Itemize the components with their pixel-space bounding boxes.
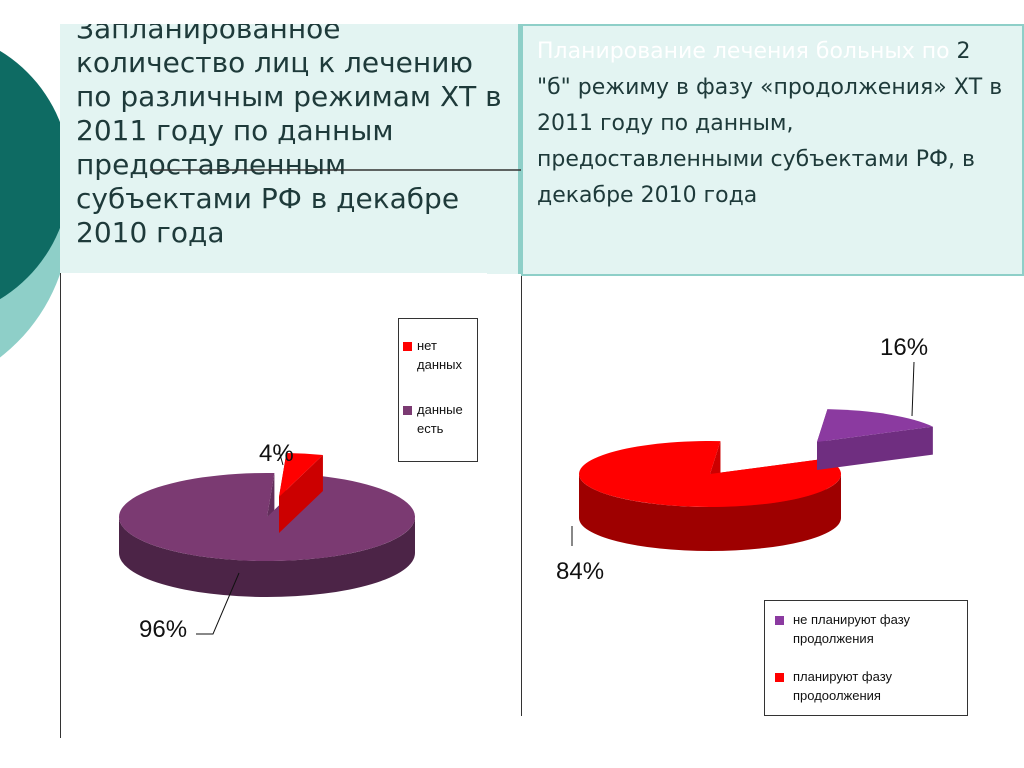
legend-label: нет <box>417 338 437 353</box>
pie-slice-not-planning-wall <box>817 426 933 470</box>
pie-slice-not-planning-top <box>817 409 933 442</box>
data-label-84pct: 84% <box>556 558 604 585</box>
legend-label: планируют фазу <box>793 669 893 684</box>
right-pie-chart: 16% 84% <box>556 334 933 585</box>
legend-swatch-purple <box>403 406 412 415</box>
leader-line-small <box>911 361 915 417</box>
left-chart-area: 4% 96% нет данных данные есть <box>60 273 487 738</box>
data-label-4pct: 4% <box>259 440 294 467</box>
right-title-main-part: 2 "б" режиму в фазу «продолжения» ХТ в 2… <box>537 39 1003 208</box>
legend-swatch-red <box>775 673 784 682</box>
legend-item-planning: планируют фазу продоолжения <box>765 667 967 705</box>
left-chart-legend: нет данных данные есть <box>398 318 478 462</box>
pie-slice-no-data-top <box>279 453 323 497</box>
pie-slice-planning-side <box>579 474 841 551</box>
data-label-16pct: 16% <box>880 334 928 361</box>
pie-slice-data-present-top <box>118 473 415 561</box>
pie-slice-no-data <box>279 453 323 533</box>
decorative-circles <box>0 50 70 358</box>
right-title-panel: Планирование лечения больных по 2 "б" ре… <box>521 24 1024 276</box>
legend-label: продоолжения <box>793 688 881 703</box>
leader-line-large <box>196 572 240 635</box>
left-chart-title: Запланированное количество лиц к лечению… <box>76 24 502 249</box>
legend-label: есть <box>417 421 444 436</box>
legend-swatch-red <box>403 342 412 351</box>
legend-label: продолжения <box>793 631 874 646</box>
legend-label: не планируют фазу <box>793 612 911 627</box>
legend-item-data-present: данные есть <box>399 400 477 438</box>
legend-label: данные <box>417 402 463 417</box>
left-title-panel: Запланированное количество лиц к лечению… <box>60 24 521 274</box>
right-title-faded-part: Планирование лечения больных по <box>537 39 957 64</box>
pie-slice-data-present <box>118 473 415 597</box>
legend-item-no-data: нет данных <box>399 336 477 374</box>
pie-slice-data-present-side <box>119 517 415 597</box>
legend-swatch-purple <box>775 616 784 625</box>
right-chart-area: 16% 84% не планируют фазу продолжения пла… <box>521 276 975 716</box>
legend-item-not-planning: не планируют фазу продолжения <box>765 610 967 648</box>
right-chart-legend: не планируют фазу продолжения планируют … <box>764 600 968 716</box>
legend-label: данных <box>417 357 463 372</box>
pie-slice-not-planning <box>817 409 933 470</box>
data-label-96pct: 96% <box>139 616 187 643</box>
pie-slice-planning-top <box>579 441 841 507</box>
right-chart-title: Планирование лечения больных по 2 "б" ре… <box>537 34 1007 214</box>
pie-slice-no-data-wall <box>279 454 323 533</box>
left-pie-chart: 4% 96% <box>118 440 415 643</box>
leader-line-small <box>278 450 284 466</box>
pie-slice-planning <box>579 441 841 551</box>
